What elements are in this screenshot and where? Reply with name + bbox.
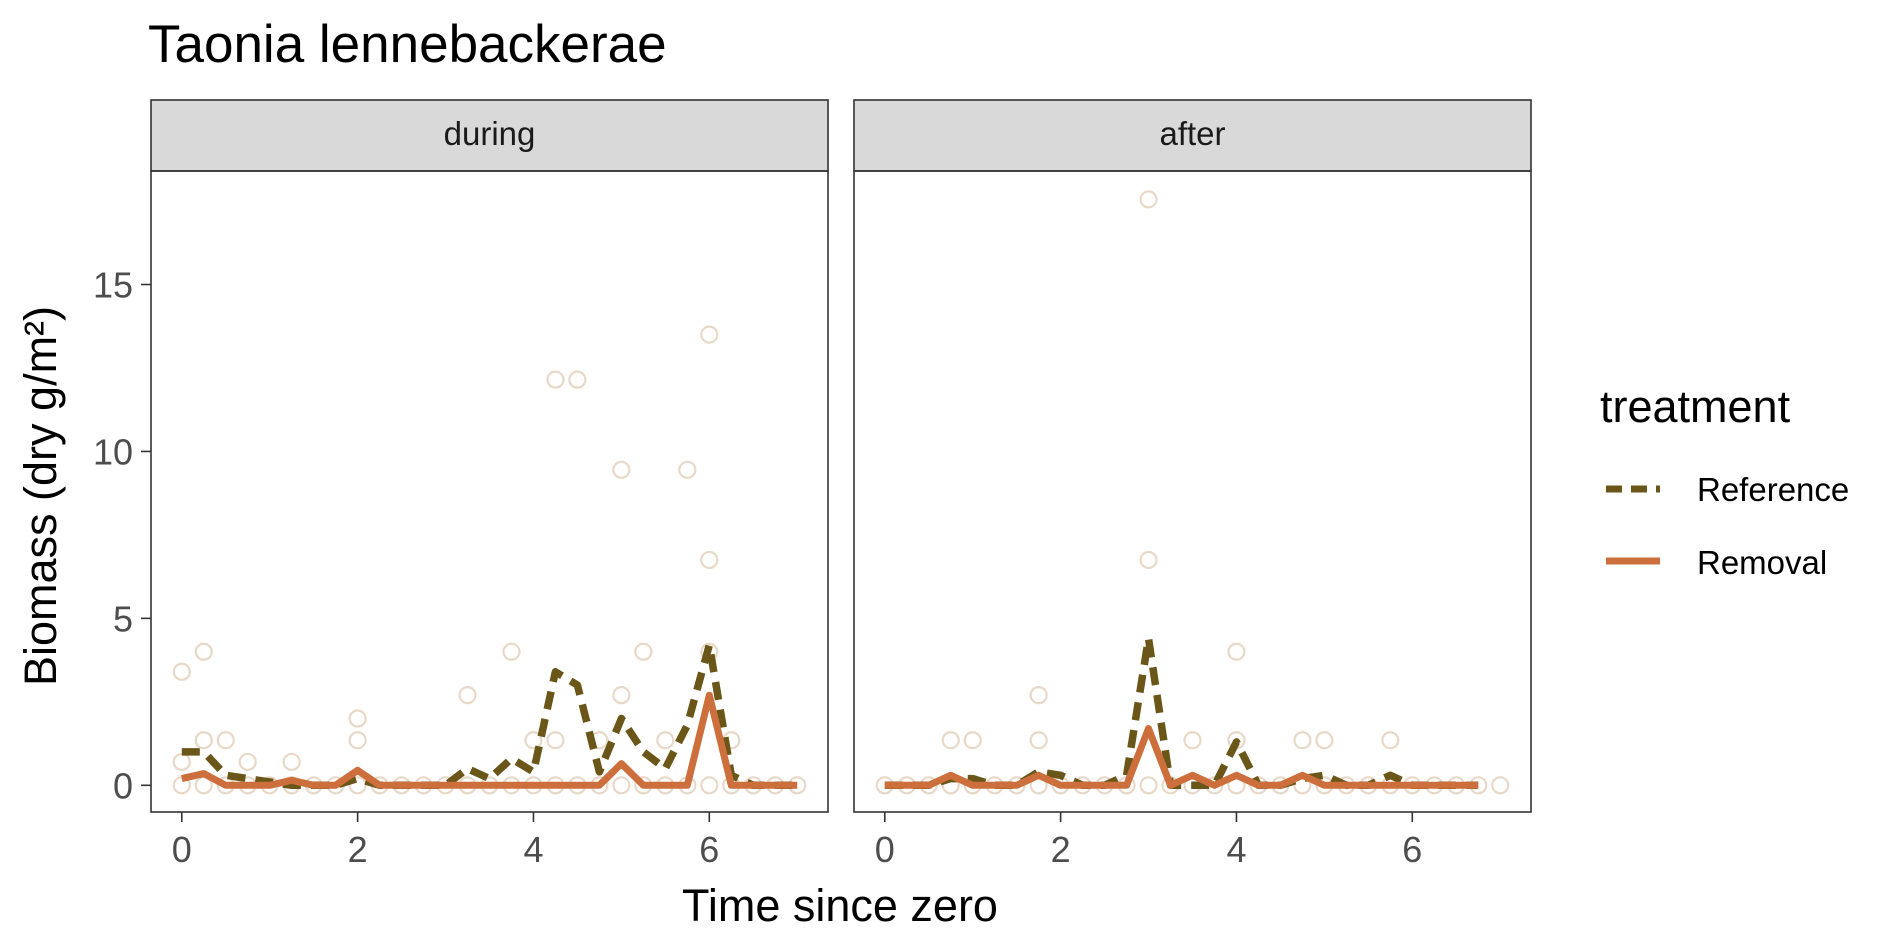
data-point-during-21: [700, 325, 719, 344]
data-point-during-2: [172, 752, 191, 772]
data-point-during-6: [282, 752, 301, 772]
legend-label-reference: Reference: [1697, 471, 1849, 508]
data-point-during-13: [568, 370, 587, 389]
data-point-after-1: [1139, 550, 1158, 570]
x-tick-label-during-6: 6: [699, 829, 719, 870]
data-point-during-0: [172, 662, 191, 681]
data-point-during-8: [348, 731, 367, 750]
data-point-during-4: [216, 731, 235, 750]
x-tick-label-during-4: 4: [523, 829, 543, 870]
legend: treatment Reference Removal: [1600, 381, 1849, 581]
facet-after: after 0 2 4 6: [853, 99, 1532, 870]
panel-border-during: [150, 170, 829, 813]
data-point-during-7: [348, 709, 367, 728]
data-point-after-11: [1381, 731, 1400, 750]
legend-label-removal: Removal: [1697, 544, 1827, 581]
data-point-during-49: [700, 776, 719, 795]
data-point-after-6: [1029, 731, 1048, 750]
x-tick-label-during-2: 2: [348, 829, 368, 870]
series-line-removal-during: [181, 691, 798, 789]
data-point-after-10: [1315, 731, 1334, 750]
facet-panels: during 0 2 4 6 0 5 10 15 after 0 2 4 6: [93, 99, 1532, 870]
legend-item-removal: Removal: [1606, 544, 1827, 581]
data-point-after-7: [1183, 731, 1202, 750]
facet-during: during 0 2 4 6 0 5 10 15: [93, 99, 829, 870]
data-point-after-2: [1227, 642, 1246, 661]
data-point-after-5: [963, 731, 982, 750]
legend-item-reference: Reference: [1606, 471, 1849, 508]
facet-strip-label-after: after: [1159, 115, 1225, 152]
data-point-after-9: [1293, 731, 1312, 750]
facet-strip-label-during: during: [444, 115, 536, 152]
data-point-during-11: [524, 731, 543, 750]
facet-strip-during: [150, 99, 829, 172]
x-tick-label-during-0: 0: [172, 829, 192, 870]
y-axis-title: Biomass (dry g/m²): [15, 306, 66, 686]
chart-title: Taonia lennebackerae: [148, 15, 667, 74]
data-point-during-22: [700, 550, 719, 570]
x-tick-label-after-4: 4: [1226, 829, 1246, 870]
data-point-during-19: [656, 731, 675, 750]
y-tick-label-10: 10: [93, 431, 133, 472]
data-point-during-17: [612, 686, 631, 705]
data-point-during-5: [238, 752, 257, 772]
x-tick-label-after-2: 2: [1051, 829, 1071, 870]
panel-border-after: [853, 170, 1532, 813]
data-point-during-20: [678, 460, 697, 479]
data-point-after-0: [1139, 190, 1158, 209]
data-point-during-3: [194, 731, 213, 750]
data-point-during-1: [194, 642, 213, 661]
x-tick-label-after-6: 6: [1402, 829, 1422, 870]
data-point-during-16: [612, 460, 631, 479]
y-tick-label-15: 15: [93, 265, 133, 306]
data-point-after-3: [1029, 686, 1048, 705]
data-point-after-40: [1491, 776, 1510, 795]
data-point-during-33: [348, 776, 367, 795]
data-point-during-45: [612, 776, 631, 795]
legend-title: treatment: [1600, 381, 1791, 432]
x-axis-title: Time since zero: [682, 880, 998, 931]
data-point-during-10: [502, 642, 521, 661]
y-tick-label-5: 5: [113, 598, 133, 639]
facet-strip-after: [853, 99, 1532, 172]
data-point-after-4: [941, 731, 960, 750]
y-tick-label-0: 0: [113, 765, 133, 806]
data-point-during-18: [634, 642, 653, 661]
data-point-during-12: [546, 370, 565, 389]
data-point-after-24: [1139, 776, 1158, 795]
series-line-reference-after: [884, 634, 1479, 790]
data-point-during-9: [458, 686, 477, 705]
series-line-removal-after: [884, 725, 1479, 789]
data-point-during-14: [546, 731, 565, 750]
x-tick-label-after-0: 0: [875, 829, 895, 870]
